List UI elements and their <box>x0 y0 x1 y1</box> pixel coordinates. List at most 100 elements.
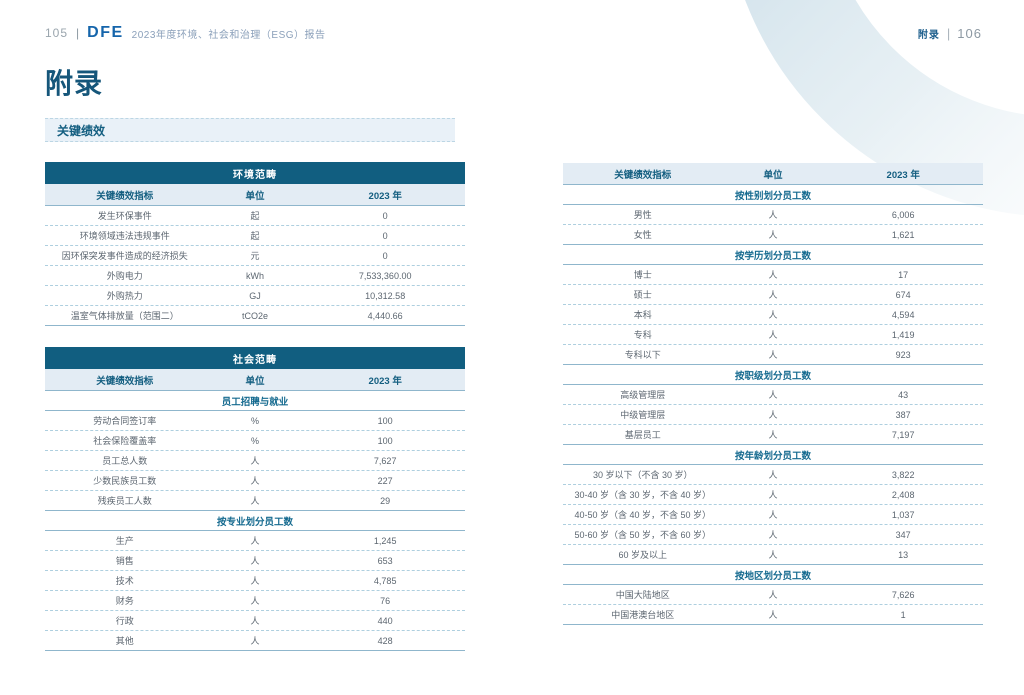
unit-cell: 人 <box>768 490 778 500</box>
value-cell: 674 <box>895 289 911 300</box>
table-row: 温室气体排放量（范围二） tCO2e 4,440.66 <box>45 306 465 326</box>
value-cell: 428 <box>377 635 393 646</box>
unit-cell: 人 <box>250 596 260 606</box>
indicator-cell: 少数民族员工数 <box>93 476 157 486</box>
value-cell: 7,197 <box>891 429 915 440</box>
indicator-cell: 30-40 岁（含 30 岁，不含 40 岁） <box>574 490 712 500</box>
table-row: 50-60 岁（含 50 岁，不含 60 岁） 人 347 <box>563 525 983 545</box>
value-cell: 29 <box>380 495 391 506</box>
indicator-cell: 残疾员工人数 <box>97 496 152 506</box>
unit-cell: 人 <box>768 430 778 440</box>
column-header: 2023 年 <box>368 190 402 202</box>
value-cell: 4,785 <box>373 575 397 586</box>
value-cell: 10,312.58 <box>365 290 406 301</box>
unit-cell: 人 <box>768 290 778 300</box>
indicator-cell: 专科以下 <box>624 350 661 360</box>
table-row: 硕士 人 674 <box>563 285 983 305</box>
value-cell: 2,408 <box>891 489 915 500</box>
value-cell: 923 <box>895 349 911 360</box>
value-cell: 7,533,360.00 <box>358 270 412 281</box>
indicator-cell: 社会保险覆盖率 <box>93 436 157 446</box>
table-header-row: 关键绩效指标 单位 2023 年 <box>45 184 465 206</box>
table-row: 高级管理层 人 43 <box>563 385 983 405</box>
table-subsection-row: 按年龄划分员工数 <box>563 445 983 465</box>
table-row: 30 岁以下（不含 30 岁） 人 3,822 <box>563 465 983 485</box>
table-row: 生产 人 1,245 <box>45 531 465 551</box>
table-subsection-row: 按学历划分员工数 <box>563 245 983 265</box>
value-cell: 4,440.66 <box>367 310 403 321</box>
unit-cell: 人 <box>768 610 778 620</box>
indicator-cell: 中国港澳台地区 <box>611 610 675 620</box>
report-title: 2023年度环境、社会和治理（ESG）报告 <box>131 29 326 41</box>
table-row: 员工总人数 人 7,627 <box>45 451 465 471</box>
table-employee-breakdown: 关键绩效指标 单位 2023 年按性别划分员工数 男性人 6,006 女性人 1,621 按学… <box>563 163 983 625</box>
value-cell: 1 <box>900 609 906 620</box>
table-row: 中国港澳台地区 人 1 <box>563 605 983 625</box>
column-header: 关键绩效指标 <box>96 190 154 202</box>
column-header: 关键绩效指标 <box>96 375 154 387</box>
indicator-cell: 高级管理层 <box>620 390 666 400</box>
value-cell: 347 <box>895 529 911 540</box>
table-row: 中国大陆地区 人 7,626 <box>563 585 983 605</box>
indicator-cell: 40-50 岁（含 40 岁，不含 50 岁） <box>574 510 712 520</box>
unit-cell: 起 <box>250 211 260 221</box>
table-row: 财务 人 76 <box>45 591 465 611</box>
table-row: 社会保险覆盖率% 100 <box>45 431 465 451</box>
table-row: 本科 人 4,594 <box>563 305 983 325</box>
table-header-row: 关键绩效指标 单位 2023 年 <box>563 163 983 185</box>
unit-cell: 人 <box>768 270 778 280</box>
indicator-cell: 温室气体排放量（范围二） <box>70 311 179 321</box>
indicator-cell: 中国大陆地区 <box>615 590 670 600</box>
table-row: 基层员工 人 7,197 <box>563 425 983 445</box>
table-row: 环境领域违法违规事件 起 0 <box>45 226 465 246</box>
unit-cell: 人 <box>250 456 260 466</box>
indicator-cell: 50-60 岁（含 50 岁，不含 60 岁） <box>574 530 712 540</box>
table-banner: 环境范畴 <box>45 162 465 184</box>
table-subsection-row: 按职级划分员工数 <box>563 365 983 385</box>
section-banner-key-performance: 关键绩效 <box>45 118 455 142</box>
table-row: 博士 人 17 <box>563 265 983 285</box>
table-row: 30-40 岁（含 30 岁，不含 40 岁） 人 2,408 <box>563 485 983 505</box>
unit-cell: GJ <box>249 290 261 301</box>
indicator-cell: 男性 <box>633 210 652 220</box>
value-cell: 653 <box>377 555 393 566</box>
table-subsection-row: 员工招聘与就业 <box>45 391 465 411</box>
table-banner: 社会范畴 <box>45 347 465 369</box>
unit-cell: 起 <box>250 231 260 241</box>
indicator-cell: 硕士 <box>633 290 652 300</box>
table-row: 中级管理层 人 387 <box>563 405 983 425</box>
table-row: 残疾员工人数 人 29 <box>45 491 465 511</box>
indicator-cell: 销售 <box>115 556 134 566</box>
value-cell: 440 <box>377 615 393 626</box>
company-logo: DFE <box>87 24 124 41</box>
header-divider: | <box>76 26 80 40</box>
table-social-category: 社会范畴 关键绩效指标 单位 2023 年员工招聘与就业 劳动合同签订率% 100 社会保险… <box>45 347 465 651</box>
unit-cell: 人 <box>768 550 778 560</box>
unit-cell: % <box>250 415 259 426</box>
indicator-cell: 财务 <box>115 596 134 606</box>
indicator-cell: 环境领域违法违规事件 <box>79 231 170 241</box>
value-cell: 76 <box>380 595 391 606</box>
table-environment-category: 环境范畴 关键绩效指标 单位 2023 年发生环保事件起 0 环境领域违法违规事件起 0 因环… <box>45 162 465 326</box>
indicator-cell: 本科 <box>633 310 652 320</box>
unit-cell: 人 <box>250 636 260 646</box>
indicator-cell: 中级管理层 <box>620 410 666 420</box>
table-subsection-row: 按专业划分员工数 <box>45 511 465 531</box>
unit-cell: 人 <box>768 530 778 540</box>
column-header: 关键绩效指标 <box>614 169 672 181</box>
column-header: 单位 <box>763 169 783 181</box>
value-cell: 3,822 <box>891 469 915 480</box>
value-cell: 7,626 <box>891 589 915 600</box>
unit-cell: 人 <box>768 310 778 320</box>
indicator-cell: 60 岁及以上 <box>618 550 668 560</box>
unit-cell: 人 <box>768 230 778 240</box>
value-cell: 7,627 <box>373 455 397 466</box>
table-row: 技术 人 4,785 <box>45 571 465 591</box>
table-row: 专科以下 人 923 <box>563 345 983 365</box>
value-cell: 13 <box>898 549 909 560</box>
column-header: 2023 年 <box>886 169 920 181</box>
indicator-cell: 专科 <box>633 330 652 340</box>
unit-cell: % <box>250 435 259 446</box>
indicator-cell: 发生环保事件 <box>97 211 152 221</box>
